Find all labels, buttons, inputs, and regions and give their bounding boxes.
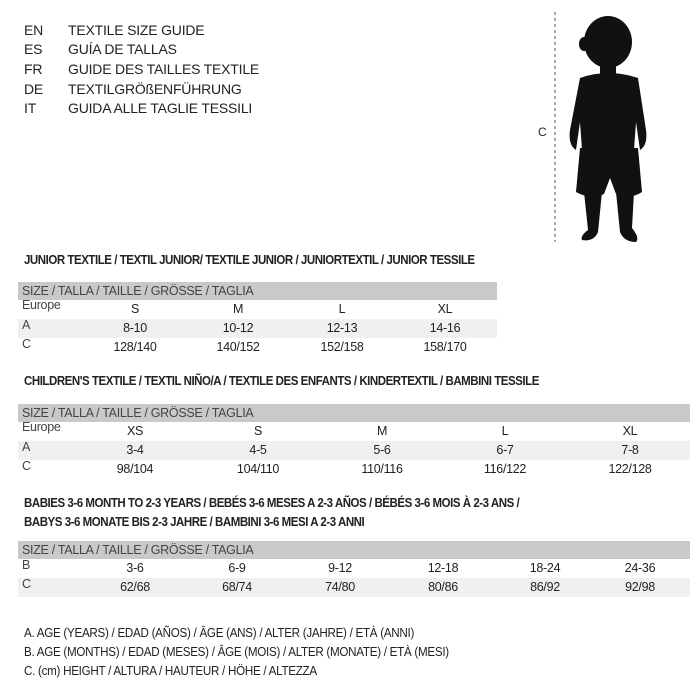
table-row: A 3-4 4-5 5-6 6-7 7-8 [18, 440, 690, 460]
junior-size-table: SIZE / TALLA / TAILLE / GRÖSSE / TAGLIA … [18, 282, 497, 357]
babies-size-table: SIZE / TALLA / TAILLE / GRÖSSE / TAGLIA … [18, 541, 690, 597]
table-cell: S [253, 424, 263, 438]
legend-b: B. AGE (MONTHS) / EDAD (MESES) / ÂGE (MO… [24, 645, 449, 659]
table-row: C 62/68 68/74 74/80 80/86 86/92 92/98 [18, 577, 690, 597]
table-cell: 18-24 [529, 561, 561, 575]
lang-code-it: IT [24, 100, 37, 116]
table-header: SIZE / TALLA / TAILLE / GRÖSSE / TAGLIA [18, 404, 690, 422]
row-label: C [22, 459, 31, 473]
children-size-table: SIZE / TALLA / TAILLE / GRÖSSE / TAGLIA … [18, 404, 690, 479]
table-row: Europe XS S M L XL [18, 420, 690, 441]
table-cell: 80/86 [428, 580, 458, 594]
table-cell: 6-9 [228, 561, 246, 575]
table-cell: 7-8 [621, 443, 639, 457]
table-row: C 98/104 104/110 110/116 116/122 122/128 [18, 459, 690, 479]
table-cell: 152/158 [320, 340, 364, 354]
table-cell: 5-6 [373, 443, 391, 457]
babies-section-title-line2: BABYS 3-6 MONATE BIS 2-3 JAHRE / BAMBINI… [24, 515, 365, 529]
legend-c: C. (cm) HEIGHT / ALTURA / HAUTEUR / HÖHE… [24, 664, 317, 678]
table-cell: XL [622, 424, 638, 438]
row-label: A [22, 440, 31, 454]
table-cell: 110/116 [361, 462, 403, 476]
table-cell: 140/152 [216, 340, 260, 354]
table-cell: 3-6 [126, 561, 144, 575]
table-cell: 12-18 [427, 561, 459, 575]
table-cell: 62/68 [120, 580, 150, 594]
table-cell: 104/110 [236, 462, 280, 476]
table-cell: 92/98 [625, 580, 655, 594]
table-cell: 3-4 [126, 443, 144, 457]
table-cell: S [130, 302, 140, 316]
babies-section-title-line1: BABIES 3-6 MONTH TO 2-3 YEARS / BEBÉS 3-… [24, 496, 520, 510]
row-label: Europe [22, 298, 61, 312]
lang-name-de: TEXTILGRÖßENFÜHRUNG [68, 81, 242, 97]
junior-section-title: JUNIOR TEXTILE / TEXTIL JUNIOR/ TEXTILE … [24, 253, 475, 267]
table-cell: 86/92 [530, 580, 560, 594]
height-measure-label: C [538, 125, 547, 139]
table-cell: XL [437, 302, 453, 316]
table-cell: 8-10 [123, 321, 147, 335]
row-label: C [22, 577, 31, 591]
lang-code-de: DE [24, 81, 44, 97]
child-silhouette-icon [554, 12, 647, 242]
lang-name-en: TEXTILE SIZE GUIDE [68, 22, 205, 38]
lang-code-es: ES [24, 41, 43, 57]
lang-code-fr: FR [24, 61, 43, 77]
legend-a: A. AGE (YEARS) / EDAD (AÑOS) / ÂGE (ANS)… [24, 626, 415, 640]
table-row: Europe S M L XL [18, 298, 497, 319]
table-cell: XS [126, 424, 144, 438]
table-cell: 116/122 [483, 462, 527, 476]
table-cell: L [501, 424, 509, 438]
table-header: SIZE / TALLA / TAILLE / GRÖSSE / TAGLIA [18, 541, 690, 559]
table-cell: M [232, 302, 244, 316]
table-cell: 122/128 [608, 462, 652, 476]
row-label: A [22, 318, 31, 332]
table-cell: 74/80 [325, 580, 355, 594]
row-label: B [22, 558, 31, 572]
table-cell: 10-12 [222, 321, 254, 335]
table-cell: 14-16 [429, 321, 461, 335]
table-cell: 68/74 [222, 580, 252, 594]
table-cell: 128/140 [113, 340, 157, 354]
table-cell: 98/104 [116, 462, 154, 476]
table-cell: 9-12 [328, 561, 352, 575]
row-label: Europe [22, 420, 61, 434]
table-cell: 6-7 [496, 443, 514, 457]
table-cell: 12-13 [326, 321, 358, 335]
lang-name-es: GUÍA DE TALLAS [68, 41, 177, 57]
table-cell: 158/170 [423, 340, 467, 354]
row-label: C [22, 337, 31, 351]
table-cell: M [376, 424, 388, 438]
table-cell: 4-5 [249, 443, 267, 457]
table-cell: L [338, 302, 346, 316]
table-cell: 24-36 [624, 561, 656, 575]
table-row: C 128/140 140/152 152/158 158/170 [18, 337, 497, 357]
table-row: A 8-10 10-12 12-13 14-16 [18, 318, 497, 338]
lang-code-en: EN [24, 22, 44, 38]
lang-name-fr: GUIDE DES TAILLES TEXTILE [68, 61, 260, 77]
table-row: B 3-6 6-9 9-12 12-18 18-24 24-36 [18, 558, 690, 578]
table-header: SIZE / TALLA / TAILLE / GRÖSSE / TAGLIA [18, 282, 497, 300]
lang-name-it: GUIDA ALLE TAGLIE TESSILI [68, 100, 253, 116]
children-section-title: CHILDREN'S TEXTILE / TEXTIL NIÑO/A / TEX… [24, 374, 539, 388]
